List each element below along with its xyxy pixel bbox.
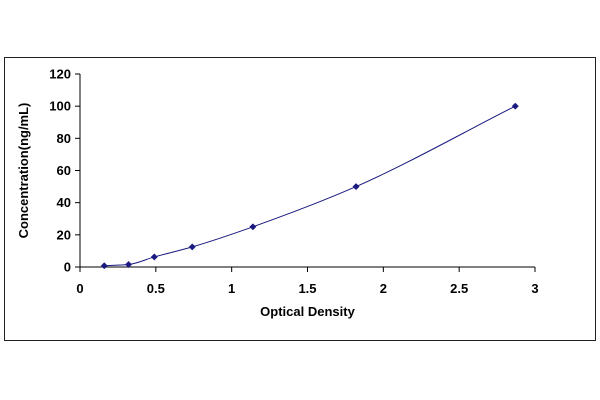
data-point-marker: [352, 183, 360, 191]
data-point-marker: [511, 102, 519, 110]
x-tick-label: 1: [228, 281, 235, 296]
x-axis-label: Optical Density: [260, 304, 355, 319]
x-tick-label: 1.5: [298, 281, 316, 296]
chart-frame: [4, 57, 596, 341]
data-point-marker: [100, 262, 108, 270]
y-tick-label: 120: [49, 67, 71, 82]
data-point-marker: [249, 223, 257, 231]
x-tick-label: 2: [380, 281, 387, 296]
x-tick-label: 0.5: [147, 281, 165, 296]
y-tick-label: 80: [57, 131, 71, 146]
fit-curve-line: [104, 105, 516, 267]
y-tick-label: 60: [57, 163, 71, 178]
fit-curve: [104, 105, 516, 267]
data-points: [100, 102, 519, 270]
data-point-marker: [150, 253, 158, 261]
x-tick-label: 2.5: [450, 281, 468, 296]
y-tick-label: 40: [57, 195, 71, 210]
x-tick-label: 3: [531, 281, 538, 296]
y-axis-label: Concentration(ng/mL): [16, 103, 31, 239]
axis-ticks: 0 20 40 60 80 100 120 0 0.5 1 1.5 2 2.5 3: [49, 67, 538, 297]
x-tick-label: 0: [76, 281, 83, 296]
data-point-marker: [124, 260, 133, 269]
y-tick-label: 100: [49, 99, 71, 114]
y-tick-label: 0: [64, 260, 71, 275]
chart-axes: [79, 74, 535, 268]
data-point-marker: [188, 243, 196, 251]
y-tick-label: 20: [57, 227, 71, 242]
